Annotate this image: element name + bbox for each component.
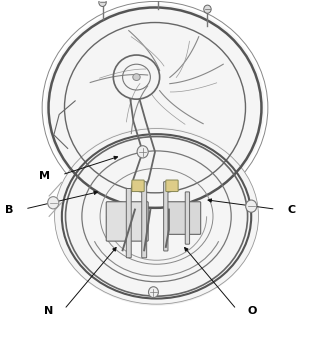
Text: M: M bbox=[39, 170, 50, 181]
Circle shape bbox=[48, 197, 59, 209]
Text: B: B bbox=[5, 205, 13, 214]
FancyBboxPatch shape bbox=[166, 180, 178, 192]
FancyBboxPatch shape bbox=[142, 182, 147, 258]
Circle shape bbox=[137, 146, 148, 158]
Ellipse shape bbox=[133, 74, 140, 80]
Text: N: N bbox=[44, 307, 53, 316]
FancyBboxPatch shape bbox=[126, 189, 131, 258]
FancyBboxPatch shape bbox=[164, 182, 168, 251]
Text: O: O bbox=[248, 307, 257, 316]
Ellipse shape bbox=[55, 127, 259, 306]
Ellipse shape bbox=[55, 129, 259, 304]
FancyBboxPatch shape bbox=[106, 202, 148, 241]
Circle shape bbox=[148, 287, 158, 298]
Text: C: C bbox=[288, 205, 296, 214]
FancyBboxPatch shape bbox=[132, 180, 144, 192]
FancyBboxPatch shape bbox=[185, 192, 189, 244]
Ellipse shape bbox=[45, 4, 265, 211]
Circle shape bbox=[246, 200, 257, 212]
FancyBboxPatch shape bbox=[165, 202, 201, 234]
Circle shape bbox=[204, 5, 211, 13]
Circle shape bbox=[99, 0, 106, 6]
